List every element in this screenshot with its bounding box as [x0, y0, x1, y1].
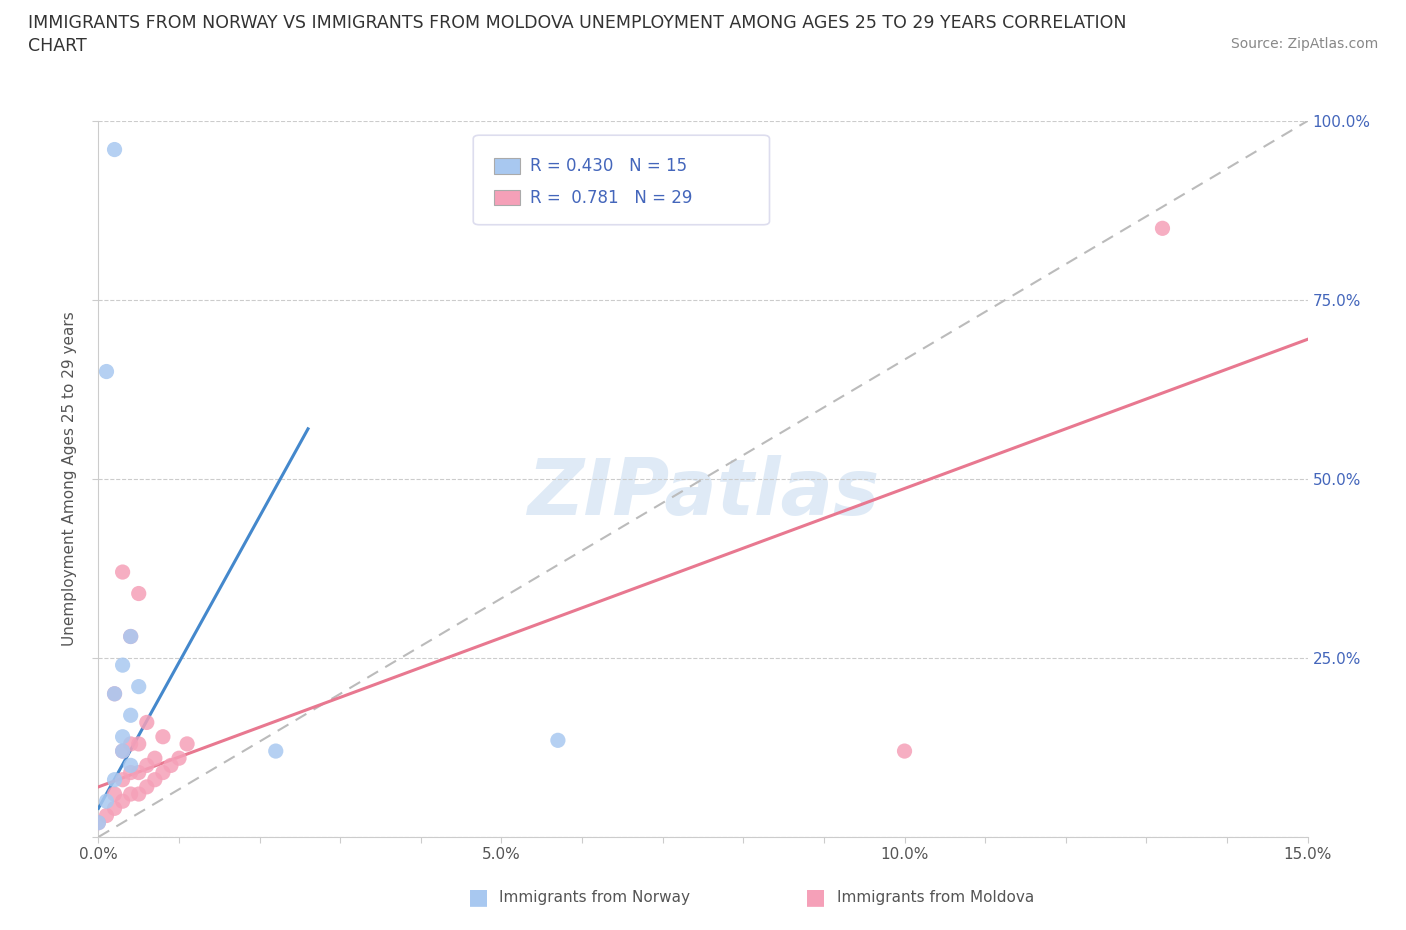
Point — [1152, 221, 1174, 236]
Point — [135, 779, 157, 794]
Point — [111, 658, 134, 672]
Point — [120, 629, 142, 644]
Point — [135, 758, 157, 773]
Point — [111, 565, 134, 579]
Text: Immigrants from Moldova: Immigrants from Moldova — [837, 890, 1033, 905]
Point — [167, 751, 190, 765]
Point — [135, 715, 157, 730]
Point — [152, 729, 174, 744]
Point — [128, 765, 150, 780]
Point — [111, 744, 134, 759]
Text: R =  0.781   N = 29: R = 0.781 N = 29 — [530, 189, 693, 206]
Point — [152, 765, 174, 780]
Point — [143, 751, 166, 765]
Point — [103, 686, 125, 701]
Point — [547, 733, 569, 748]
Text: IMMIGRANTS FROM NORWAY VS IMMIGRANTS FROM MOLDOVA UNEMPLOYMENT AMONG AGES 25 TO : IMMIGRANTS FROM NORWAY VS IMMIGRANTS FRO… — [28, 14, 1126, 32]
Point — [103, 142, 125, 157]
Point — [120, 629, 142, 644]
Point — [111, 794, 134, 809]
Point — [128, 679, 150, 694]
Point — [176, 737, 198, 751]
Text: Source: ZipAtlas.com: Source: ZipAtlas.com — [1230, 37, 1378, 51]
Y-axis label: Unemployment Among Ages 25 to 29 years: Unemployment Among Ages 25 to 29 years — [62, 312, 77, 646]
Point — [264, 744, 287, 759]
FancyBboxPatch shape — [494, 158, 520, 174]
Point — [128, 787, 150, 802]
Point — [96, 808, 118, 823]
Text: Immigrants from Norway: Immigrants from Norway — [499, 890, 690, 905]
Point — [103, 772, 125, 787]
Text: ZIPatlas: ZIPatlas — [527, 456, 879, 531]
Point — [128, 586, 150, 601]
Point — [120, 737, 142, 751]
Point — [143, 772, 166, 787]
Point — [160, 758, 183, 773]
Point — [893, 744, 915, 759]
FancyBboxPatch shape — [474, 135, 769, 225]
Point — [111, 729, 134, 744]
Point — [103, 787, 125, 802]
Point — [96, 794, 118, 809]
Text: R = 0.430   N = 15: R = 0.430 N = 15 — [530, 157, 688, 175]
Point — [87, 816, 110, 830]
Point — [120, 758, 142, 773]
Point — [128, 737, 150, 751]
Point — [120, 787, 142, 802]
Text: CHART: CHART — [28, 37, 87, 55]
Point — [87, 816, 110, 830]
Text: ■: ■ — [806, 887, 825, 908]
Point — [103, 801, 125, 816]
Point — [103, 686, 125, 701]
Point — [111, 744, 134, 759]
Point — [120, 708, 142, 723]
Point — [96, 364, 118, 379]
FancyBboxPatch shape — [494, 190, 520, 206]
Point — [111, 772, 134, 787]
Text: ■: ■ — [468, 887, 488, 908]
Point — [120, 765, 142, 780]
